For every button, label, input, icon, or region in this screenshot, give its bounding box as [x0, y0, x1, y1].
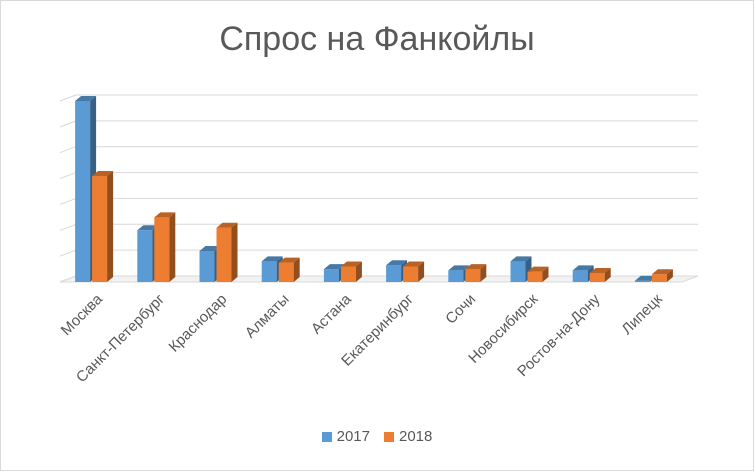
bar-side [480, 264, 487, 282]
legend-label-2017: 2017 [336, 428, 370, 445]
bar-front [448, 270, 464, 282]
bar-top [403, 261, 425, 267]
bar-front [216, 227, 232, 282]
bar-front [340, 266, 356, 282]
bar-top [199, 245, 221, 251]
bar-2018-5 [403, 261, 425, 282]
bar-top [137, 225, 159, 231]
category-label: Сочи [442, 291, 479, 328]
bar-front [199, 250, 215, 282]
category-label: Алматы [242, 291, 293, 342]
bar-top [340, 261, 362, 267]
bar-top [651, 269, 673, 275]
chart-title: Спрос на Фанкойлы [219, 20, 535, 58]
bar-front [137, 230, 153, 282]
gridline-side [59, 172, 77, 180]
bar-front [154, 217, 170, 282]
gridline-side [59, 249, 77, 257]
bar-side [169, 212, 176, 282]
bar-top [216, 222, 238, 228]
bar-top [75, 96, 97, 101]
bar-top [527, 266, 549, 272]
bar-side [355, 261, 362, 282]
gridline-side [59, 197, 77, 205]
bar-2018-1 [154, 212, 176, 282]
bar-2018-8 [589, 267, 611, 282]
bar-front [403, 266, 419, 282]
bar-front [651, 274, 667, 282]
legend-item-2017: 2017 [321, 428, 370, 445]
bar-2018-0 [92, 170, 114, 282]
bar-front [323, 269, 339, 282]
bar-top [261, 256, 283, 262]
gridline-side [59, 120, 77, 128]
bar-2018-3 [278, 257, 300, 282]
bar-side [666, 269, 673, 282]
bar-top [572, 265, 594, 271]
gridline-side [59, 223, 77, 231]
bar-2018-7 [527, 266, 549, 282]
bar-front [386, 265, 402, 282]
bar-front [75, 101, 91, 282]
bar-side [107, 170, 114, 282]
bar-top [278, 257, 300, 263]
bar-side [231, 222, 238, 282]
bar-top [510, 256, 532, 262]
bar-front [527, 271, 543, 282]
category-label: Москва [58, 290, 107, 339]
bar-side [418, 261, 425, 282]
bar-front [465, 269, 481, 282]
bar-front [589, 272, 605, 282]
legend-label-2018: 2018 [399, 428, 433, 445]
legend-swatch-2017 [321, 431, 332, 442]
category-label: Липецк [618, 290, 666, 338]
bar-front [92, 175, 108, 282]
bar-2018-2 [216, 222, 238, 282]
bar-2018-6 [465, 264, 487, 282]
bar-top [634, 275, 656, 281]
bar-2018-4 [340, 261, 362, 282]
bar-top [154, 212, 176, 218]
gridline-side [59, 146, 77, 154]
category-label: Краснодар [166, 291, 231, 356]
bar-top [465, 264, 487, 270]
bar-side [604, 267, 611, 282]
bar-front [634, 280, 650, 282]
bar-top [589, 267, 611, 273]
bar-2018-9 [651, 269, 673, 282]
legend-swatch-2018 [384, 431, 394, 442]
gridline-side [59, 94, 77, 102]
bar-front [572, 270, 588, 282]
bar-side [293, 257, 300, 282]
chart-legend: 2017 2018 [0, 428, 754, 445]
legend-item-2018: 2018 [384, 428, 432, 445]
bar-top [92, 170, 114, 176]
bar-side [542, 266, 549, 282]
bar-top [323, 264, 345, 270]
bar-front [278, 262, 294, 282]
bar-top [386, 260, 408, 266]
bar-front [261, 261, 277, 282]
bar-front [510, 261, 526, 282]
bar-top [448, 265, 470, 271]
category-label: Астана [308, 290, 355, 337]
